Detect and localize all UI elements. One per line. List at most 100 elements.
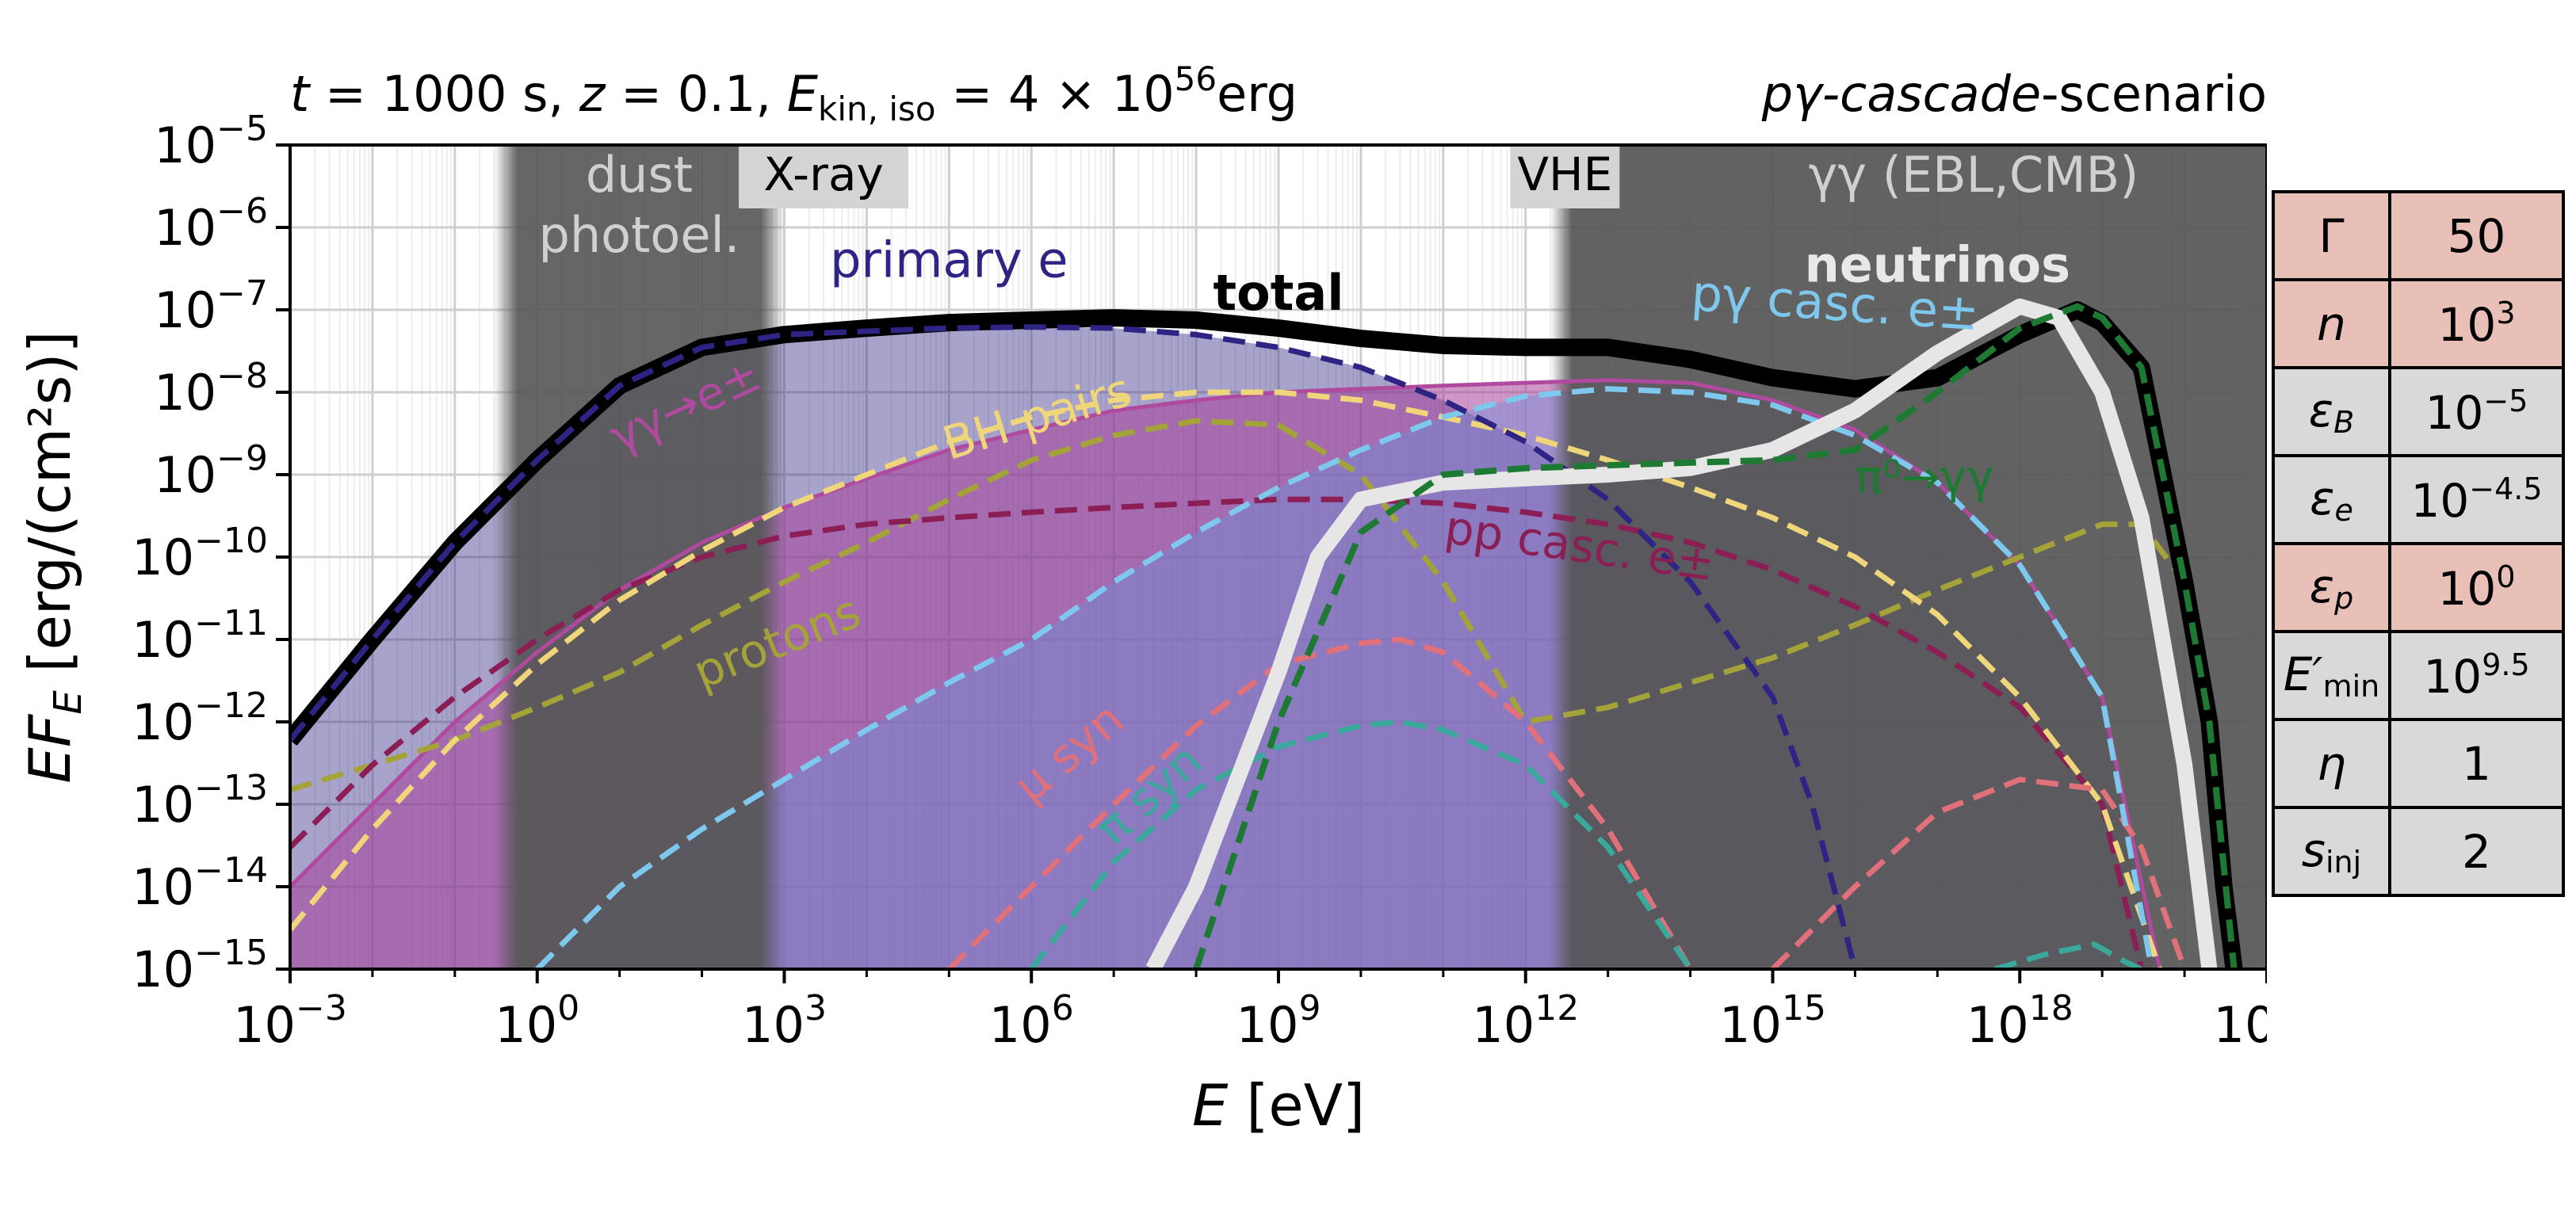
box-label-bg	[1510, 145, 1620, 208]
y-tick-label: 10−12	[132, 685, 268, 751]
param-value-text: 10	[2437, 562, 2497, 616]
series-line-p-casc-e-	[535, 386, 2155, 969]
param-row: E′min 109.5	[2272, 630, 2565, 721]
x-tick-label: 1012	[1472, 988, 1579, 1054]
box-label: X-ray	[763, 147, 884, 201]
param-subscript: e	[2334, 493, 2353, 528]
param-row: sinj 2	[2272, 806, 2565, 897]
param-symbol: η	[2272, 718, 2391, 809]
param-value-text: 2	[2462, 824, 2491, 879]
param-symbol-text: Γ	[2318, 208, 2345, 263]
param-exponent: −4.5	[2469, 471, 2543, 506]
param-exponent: 9.5	[2482, 647, 2530, 682]
x-tick-label: 1021	[2214, 988, 2267, 1054]
param-value-text: 50	[2447, 208, 2506, 263]
x-tick-label: 1018	[1966, 988, 2073, 1054]
y-tick-label: 10−10	[132, 521, 268, 586]
series-line-protons	[290, 418, 2238, 969]
param-symbol-text: n	[2317, 296, 2346, 351]
series-line-neutrinos	[1145, 298, 2218, 969]
band-label-dust: dust	[586, 146, 693, 204]
series-line--syn	[1029, 719, 1693, 969]
title-right-italic: pγ-cascade	[1761, 65, 2041, 123]
series-line--	[1193, 303, 2238, 969]
param-value-text: 10	[2423, 650, 2482, 704]
y-tick-label: 10−13	[132, 768, 268, 834]
curve-label: total	[1213, 264, 1344, 322]
y-tick-label: 10−5	[154, 109, 268, 174]
param-symbol: εe	[2272, 454, 2391, 545]
param-value: 10−4.5	[2388, 454, 2565, 545]
param-symbol-text: s	[2301, 823, 2326, 877]
box-label: VHE	[1517, 147, 1612, 201]
curve-label: neutrinos	[1805, 235, 2070, 293]
title-left: t = 1000 s, z = 0.1, Ekin, iso = 4 × 105…	[290, 59, 1298, 128]
param-value-text: 10	[2425, 386, 2484, 440]
y-tick-label: 10−7	[154, 273, 268, 339]
series-line-primary-e	[290, 324, 1858, 969]
band-label-dust: photoel.	[539, 206, 740, 264]
axis-ticks: 10−3 100 103 106 109 1012 1015 1018 1021 10−15 10−…	[132, 109, 2267, 1054]
y-tick-label: 10−6	[154, 191, 268, 257]
param-symbol: n	[2272, 278, 2391, 369]
param-subscript: inj	[2326, 845, 2362, 880]
series-line--syn-high	[1994, 941, 2143, 969]
param-symbol-text: η	[2317, 736, 2346, 791]
param-symbol: εp	[2272, 542, 2391, 633]
x-tick-label: 109	[1236, 988, 1321, 1054]
param-value-text: 10	[2437, 298, 2497, 352]
param-symbol: Γ	[2272, 190, 2391, 281]
dust-band	[494, 145, 785, 969]
parameter-table: Γ 50 n 103 εB 10−5 εe 10−4.5 εp 100 E′min 109.5 η 1 si…	[2272, 190, 2565, 897]
param-row: εe 10−4.5	[2272, 454, 2565, 545]
param-row: εp 100	[2272, 542, 2565, 633]
y-axis-label: EFE [erg/(cm²s)]	[17, 330, 90, 783]
param-value: 50	[2388, 190, 2565, 281]
box-label-bg	[739, 145, 909, 208]
y-tick-label: 10−11	[132, 603, 268, 669]
x-tick-label: 103	[742, 988, 827, 1054]
x-tick-label: 1015	[1719, 988, 1826, 1054]
param-symbol: εB	[2272, 366, 2391, 457]
param-symbol: sinj	[2272, 806, 2391, 897]
param-value: 100	[2388, 542, 2565, 633]
param-symbol-text: ε	[2308, 384, 2334, 437]
y-tick-label: 10−9	[154, 438, 268, 504]
x-tick-label: 106	[989, 988, 1074, 1054]
param-exponent: −5	[2483, 384, 2528, 418]
param-value: 10−5	[2388, 366, 2565, 457]
title-right: pγ-cascade-scenario	[1761, 65, 2267, 123]
param-subscript: p	[2334, 581, 2354, 616]
y-tick-label: 10−14	[132, 850, 268, 916]
param-subscript: min	[2322, 669, 2380, 704]
x-axis-label: E [eV]	[1192, 1072, 1365, 1139]
param-value: 109.5	[2388, 630, 2565, 721]
param-row: n 103	[2272, 278, 2565, 369]
title-right-tail: -scenario	[2041, 65, 2267, 123]
param-value: 103	[2388, 278, 2565, 369]
param-value: 1	[2388, 718, 2565, 809]
series-line-bh-pairs	[290, 389, 2163, 969]
series-line--syn-high	[1771, 777, 2188, 969]
param-value-text: 1	[2462, 736, 2491, 791]
param-symbol-text: ε	[2309, 559, 2335, 613]
param-value-text: 10	[2410, 474, 2470, 528]
param-value: 2	[2388, 806, 2565, 897]
band-label-ebl-cmb: γγ (EBL,CMB)	[1809, 146, 2139, 204]
param-symbol: E′min	[2272, 630, 2391, 721]
param-symbol-text: E′	[2283, 647, 2323, 701]
x-tick-label: 10−3	[233, 988, 347, 1054]
param-subscript: B	[2333, 405, 2355, 440]
param-row: Γ 50	[2272, 190, 2565, 281]
y-tick-label: 10−15	[132, 933, 268, 998]
param-row: εB 10−5	[2272, 366, 2565, 457]
param-exponent: 3	[2496, 296, 2516, 330]
series-lines	[290, 298, 2243, 969]
curve-label: π⁰→γγ	[1855, 450, 1993, 504]
curve-label: primary e	[830, 231, 1068, 289]
y-tick-label: 10−8	[154, 356, 268, 422]
series-line-pp-casc-e-	[290, 496, 2145, 969]
param-exponent: 0	[2496, 559, 2516, 594]
